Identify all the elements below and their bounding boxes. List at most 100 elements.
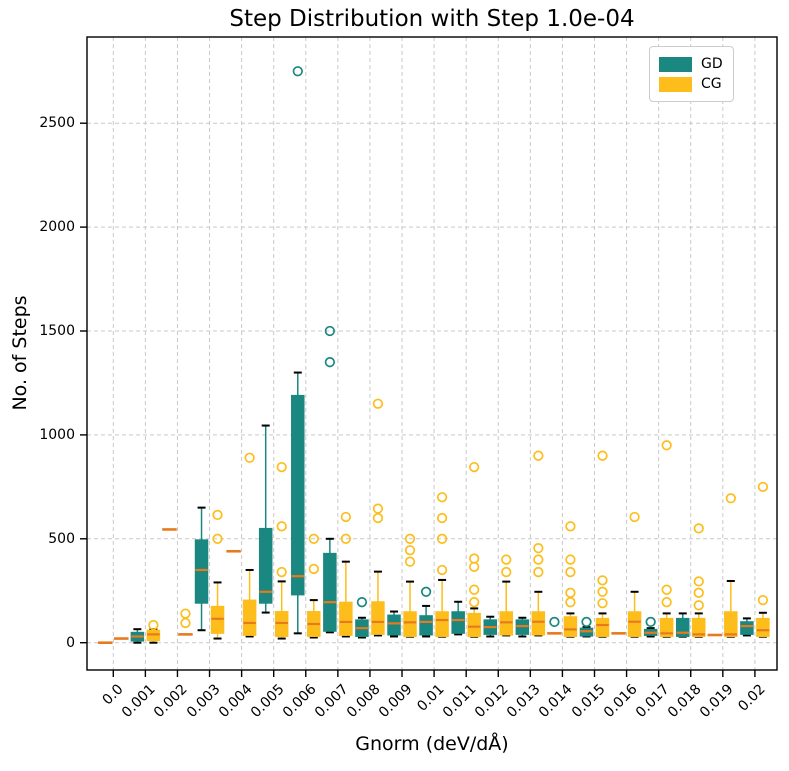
outlier-cg-5 [276,566,287,578]
outlier-gd-7 [324,325,336,337]
box-gd-3 [194,539,209,604]
y-tick-label: 2000 [39,219,75,236]
box-cg-8 [371,601,385,635]
outlier-cg-9 [404,545,416,556]
outlier-cg-20 [757,481,769,493]
outlier-cg-18 [693,576,704,587]
outlier-cg-13 [533,566,544,578]
outlier-cg-17 [661,597,672,608]
box-cg-14 [563,616,578,637]
outlier-cg-2 [180,617,191,629]
outlier-cg-14 [565,521,576,532]
box-cg-4 [242,599,257,636]
outlier-cg-5 [276,461,287,473]
outlier-cg-10 [436,533,448,544]
box-cg-10 [435,611,449,637]
outlier-cg-9 [404,533,416,544]
outlier-cg-14 [565,554,576,565]
outlier-cg-13 [533,543,544,554]
box-gd-5 [258,527,273,604]
outlier-cg-7 [340,511,352,523]
outlier-cg-14 [565,566,576,578]
outlier-cg-5 [276,521,287,532]
outlier-cg-8 [372,398,384,409]
outlier-cg-11 [469,597,480,608]
legend-swatch-cg [659,76,692,92]
outlier-cg-11 [469,553,480,564]
outlier-gd-10 [420,586,432,597]
outlier-cg-8 [372,512,384,524]
box-cg-13 [531,611,546,636]
legend-swatch-gd [659,56,692,72]
outlier-gd-7 [324,357,336,368]
box-cg-7 [339,601,353,636]
outlier-cg-17 [661,584,672,595]
outlier-cg-18 [693,523,704,534]
outlier-cg-15 [597,586,608,597]
outlier-cg-19 [725,493,736,504]
outlier-cg-13 [533,450,544,461]
legend-label-gd: GD [701,56,723,72]
outlier-cg-8 [372,503,384,514]
axes-spines [86,36,778,671]
outlier-cg-17 [661,440,672,451]
box-gd-6 [291,394,305,596]
outlier-gd-15 [581,616,592,628]
outlier-cg-3 [212,509,223,521]
outlier-cg-13 [533,554,544,565]
outlier-cg-3 [212,533,223,544]
box-cg-11 [467,612,481,637]
chart-title: Step Distribution with Step 1.0e-04 [229,6,635,32]
outlier-cg-6 [308,563,319,575]
outlier-cg-11 [469,584,480,595]
y-tick-label: 1000 [39,426,75,443]
box-cg-18 [691,617,706,637]
box-gd-7 [323,552,337,632]
x-axis-label: Gnorm (deV/dÅ) [355,733,509,755]
outlier-cg-15 [597,598,608,609]
outlier-cg-14 [565,597,576,608]
y-tick-label: 500 [48,530,75,547]
outlier-gd-17 [645,616,656,628]
box-cg-9 [403,611,417,637]
box-cg-20 [756,617,770,637]
legend-item-cg: CG [659,76,723,92]
outlier-cg-2 [180,608,191,619]
outlier-gd-14 [549,616,560,628]
legend: GD CG [649,46,734,102]
box-gd-20 [740,621,754,635]
outlier-cg-18 [693,587,704,598]
box-cg-17 [659,617,674,637]
y-axis-label: No. of Steps [9,295,31,411]
box-cg-15 [595,617,610,637]
outlier-gd-6 [292,66,303,77]
outlier-cg-11 [469,561,480,573]
box-gd-9 [387,614,401,636]
legend-label-cg: CG [701,76,722,92]
outlier-cg-6 [308,533,319,544]
outlier-cg-1 [148,619,159,631]
outlier-cg-15 [597,575,608,586]
outlier-cg-10 [436,492,448,503]
y-tick-label: 2500 [39,115,75,132]
outlier-cg-16 [629,511,640,523]
outlier-cg-7 [340,533,352,544]
box-cg-19 [724,611,738,637]
outlier-cg-12 [501,554,512,565]
legend-item-gd: GD [659,56,723,72]
outlier-cg-11 [469,461,480,473]
outlier-cg-20 [757,594,769,606]
outlier-cg-9 [404,556,416,567]
outlier-gd-8 [356,597,368,608]
y-tick-label: 0 [66,634,75,651]
box-gd-10 [419,615,433,636]
outlier-cg-12 [501,566,512,578]
outlier-cg-4 [244,452,255,463]
outlier-cg-10 [436,564,448,576]
box-gd-11 [451,611,465,634]
outlier-cg-10 [436,512,448,524]
outlier-cg-15 [597,450,608,461]
outlier-cg-18 [693,600,704,611]
